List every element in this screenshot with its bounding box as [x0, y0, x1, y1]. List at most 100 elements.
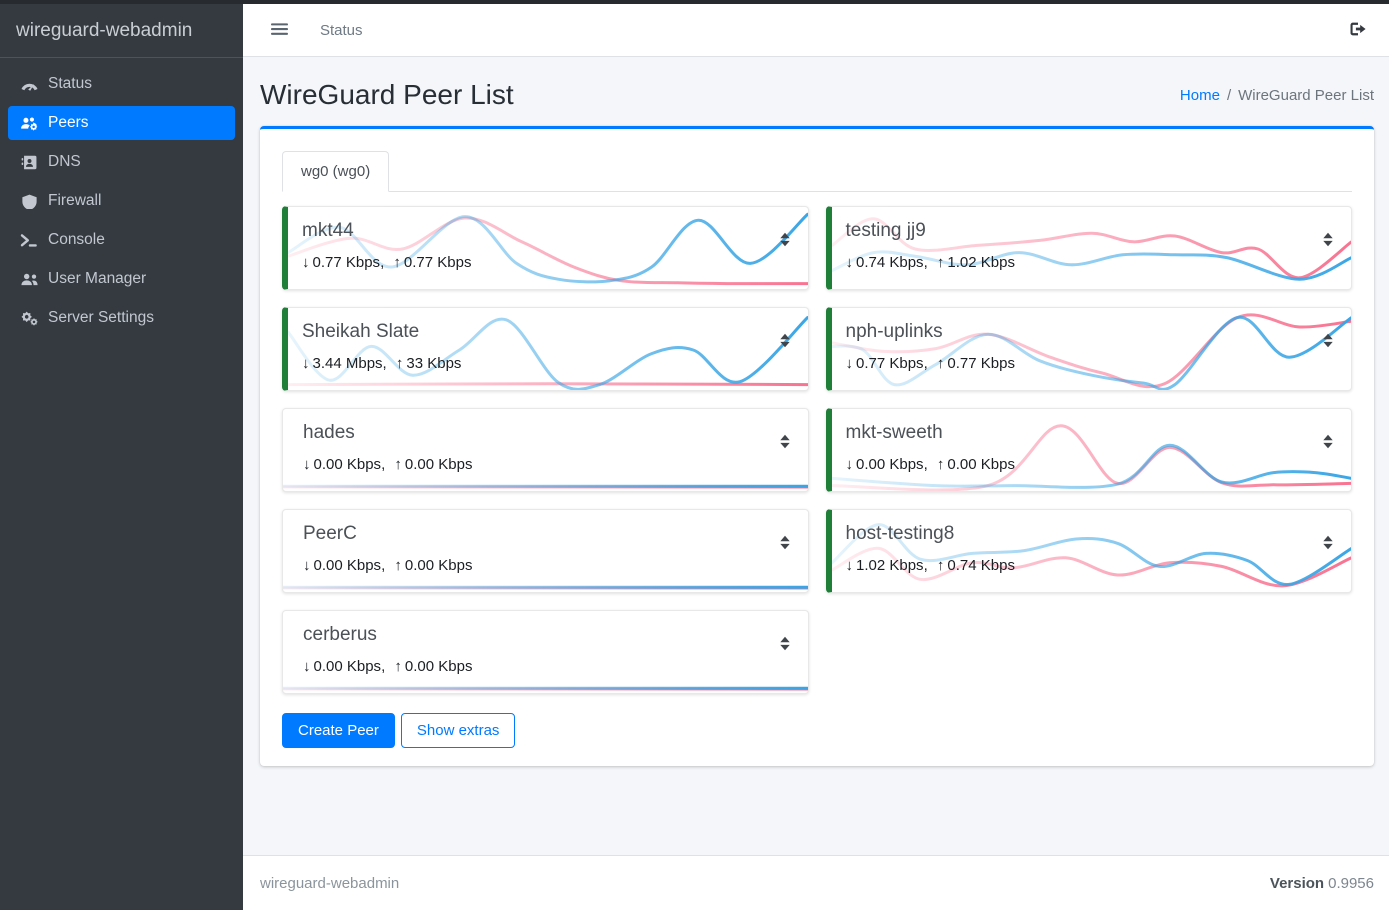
peer-upload-rate: 33 Kbps [406, 355, 462, 372]
sidebar-item-console[interactable]: Console [8, 223, 235, 257]
peer-traffic-stats: ↓ 0.74 Kbps, ↑ 1.02 Kbps [845, 254, 1015, 271]
peer-name: PeerC [303, 523, 357, 544]
peer-card[interactable]: mkt44 ↓ 0.77 Kbps, ↑ 0.77 Kbps [282, 206, 809, 290]
peer-card[interactable]: hades ↓ 0.00 Kbps, ↑ 0.00 Kbps [282, 408, 809, 492]
peer-download-rate: 0.00 Kbps [313, 456, 382, 473]
page-title: WireGuard Peer List [260, 79, 514, 110]
interface-tabs: wg0 (wg0) [282, 151, 1352, 192]
peer-download-rate: 0.00 Kbps [313, 557, 382, 574]
peer-grid: mkt44 ↓ 0.77 Kbps, ↑ 0.77 Kbps Sheikah Sla… [282, 206, 1352, 711]
breadcrumb-current: WireGuard Peer List [1238, 86, 1374, 104]
logout-button[interactable] [1345, 17, 1371, 44]
peer-traffic-stats: ↓ 0.00 Kbps, ↑ 0.00 Kbps [303, 456, 473, 473]
gears-icon [20, 311, 48, 326]
peer-name: nph-uplinks [845, 321, 943, 342]
upload-arrow-icon: ↑ [936, 254, 945, 271]
sidebar-item-peers[interactable]: Peers [8, 106, 235, 140]
download-arrow-icon: ↓ [845, 557, 854, 574]
sidebar-nav: Status Peers DNS Firewall Console User M… [0, 58, 243, 349]
peer-name: hades [303, 422, 355, 443]
download-arrow-icon: ↓ [845, 355, 854, 372]
download-arrow-icon: ↓ [845, 456, 854, 473]
peer-actions: Create Peer Show extras [282, 713, 1352, 748]
terminal-icon [20, 233, 48, 248]
sort-icon[interactable] [1322, 535, 1334, 555]
peer-card[interactable]: mkt-sweeth ↓ 0.00 Kbps, ↑ 0.00 Kbps [825, 408, 1352, 492]
top-navbar: Status [243, 4, 1389, 57]
footer-version: Version 0.9956 [1269, 874, 1374, 892]
content-area: WireGuard Peer List Home / WireGuard Peer … [243, 57, 1389, 855]
upload-arrow-icon: ↑ [936, 355, 945, 372]
peer-name: cerberus [303, 624, 377, 645]
upload-arrow-icon: ↑ [393, 254, 401, 271]
top-strip [0, 0, 1389, 4]
peer-download-rate: 1.02 Kbps [856, 557, 924, 574]
peer-traffic-stats: ↓ 0.77 Kbps, ↑ 0.77 Kbps [845, 355, 1015, 372]
download-arrow-icon: ↓ [845, 254, 854, 271]
upload-arrow-icon: ↑ [394, 658, 402, 675]
sort-icon[interactable] [779, 434, 791, 454]
menu-toggle-button[interactable] [267, 18, 292, 43]
sort-icon[interactable] [779, 333, 791, 353]
users-gear-icon [20, 116, 48, 131]
peer-name: host-testing8 [845, 523, 955, 544]
peer-download-rate: 0.77 Kbps [856, 355, 924, 372]
sidebar-item-user-manager[interactable]: User Manager [8, 262, 235, 296]
download-arrow-icon: ↓ [303, 557, 311, 574]
peer-card[interactable]: testing jj9 ↓ 0.74 Kbps, ↑ 1.02 Kbps [825, 206, 1352, 290]
upload-arrow-icon: ↑ [936, 557, 945, 574]
tab-wg0[interactable]: wg0 (wg0) [282, 151, 390, 192]
breadcrumb-home-link[interactable]: Home [1179, 86, 1220, 104]
peer-name: testing jj9 [845, 220, 926, 241]
shield-icon [20, 194, 48, 209]
peer-name: mkt-sweeth [845, 422, 943, 443]
users-icon [20, 272, 48, 287]
peer-column-right: testing jj9 ↓ 0.74 Kbps, ↑ 1.02 Kbps nph-u… [825, 206, 1352, 711]
download-arrow-icon: ↓ [302, 254, 310, 271]
bars-icon [271, 22, 288, 39]
sidebar-item-dns[interactable]: DNS [8, 145, 235, 179]
peer-column-left: mkt44 ↓ 0.77 Kbps, ↑ 0.77 Kbps Sheikah Sla… [282, 206, 809, 711]
peer-upload-rate: 0.77 Kbps [947, 355, 1015, 372]
sidebar-item-status[interactable]: Status [8, 67, 235, 101]
sort-icon[interactable] [779, 232, 791, 252]
peer-traffic-stats: ↓ 0.00 Kbps, ↑ 0.00 Kbps [303, 658, 473, 675]
upload-arrow-icon: ↑ [395, 355, 404, 372]
sort-icon[interactable] [1322, 434, 1334, 454]
peer-card[interactable]: cerberus ↓ 0.00 Kbps, ↑ 0.00 Kbps [282, 610, 809, 694]
peer-traffic-stats: ↓ 0.00 Kbps, ↑ 0.00 Kbps [845, 456, 1015, 473]
peer-card[interactable]: nph-uplinks ↓ 0.77 Kbps, ↑ 0.77 Kbps [825, 307, 1352, 391]
breadcrumb-separator: / [1226, 86, 1232, 104]
peer-upload-rate: 0.00 Kbps [404, 557, 473, 574]
peer-upload-rate: 0.74 Kbps [947, 557, 1015, 574]
peer-download-rate: 0.00 Kbps [313, 658, 382, 675]
app-brand: wireguard-webadmin [0, 4, 243, 58]
peer-card[interactable]: Sheikah Slate ↓ 3.44 Mbps, ↑ 33 Kbps [282, 307, 809, 391]
upload-arrow-icon: ↑ [394, 456, 402, 473]
peer-download-rate: 0.74 Kbps [856, 254, 924, 271]
peer-name: mkt44 [302, 220, 354, 241]
sort-icon[interactable] [779, 535, 791, 555]
peer-upload-rate: 0.00 Kbps [404, 658, 473, 675]
peer-upload-rate: 0.77 Kbps [403, 254, 472, 271]
sort-icon[interactable] [779, 636, 791, 656]
sidebar-item-server-settings[interactable]: Server Settings [8, 301, 235, 335]
sort-icon[interactable] [1322, 333, 1334, 353]
peer-download-rate: 0.77 Kbps [312, 254, 381, 271]
sidebar-item-firewall[interactable]: Firewall [8, 184, 235, 218]
peer-upload-rate: 1.02 Kbps [947, 254, 1015, 271]
peer-traffic-stats: ↓ 0.00 Kbps, ↑ 0.00 Kbps [303, 557, 473, 574]
peer-card[interactable]: host-testing8 ↓ 1.02 Kbps, ↑ 0.74 Kbps [825, 509, 1352, 593]
peer-upload-rate: 0.00 Kbps [404, 456, 473, 473]
sort-icon[interactable] [1322, 232, 1334, 252]
download-arrow-icon: ↓ [303, 456, 311, 473]
navbar-status-link[interactable]: Status [320, 21, 363, 39]
peer-upload-rate: 0.00 Kbps [947, 456, 1015, 473]
peer-traffic-stats: ↓ 0.77 Kbps, ↑ 0.77 Kbps [302, 254, 472, 271]
download-arrow-icon: ↓ [302, 355, 310, 372]
gauge-icon [20, 77, 48, 92]
peer-traffic-stats: ↓ 1.02 Kbps, ↑ 0.74 Kbps [845, 557, 1015, 574]
create-peer-button[interactable]: Create Peer [282, 713, 395, 748]
show-extras-button[interactable]: Show extras [400, 713, 516, 748]
peer-card[interactable]: PeerC ↓ 0.00 Kbps, ↑ 0.00 Kbps [282, 509, 809, 593]
